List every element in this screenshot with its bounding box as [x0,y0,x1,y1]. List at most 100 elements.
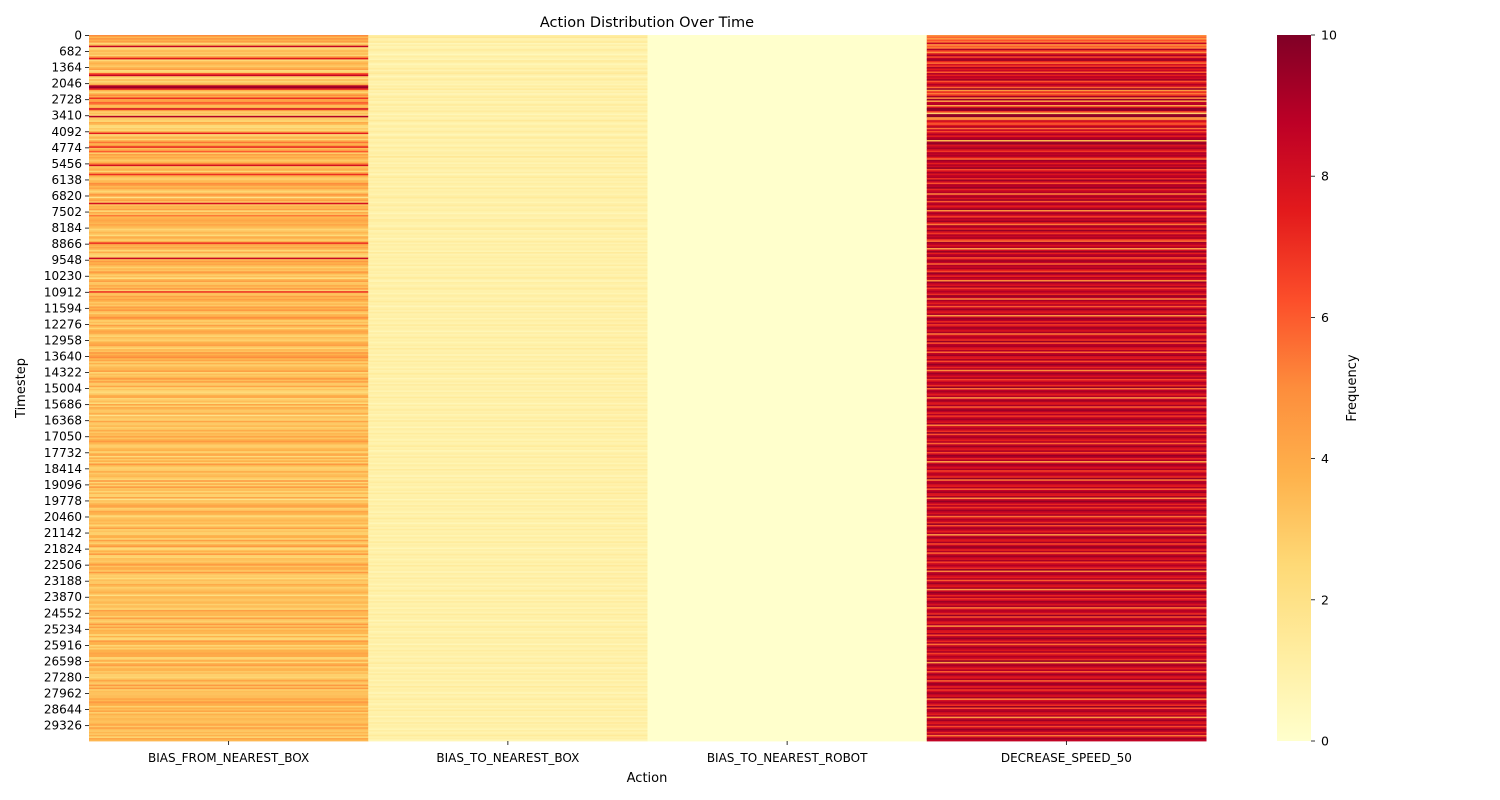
heatmap-cell [926,209,1207,212]
heatmap-cell [89,321,369,324]
heatmap-cell [926,506,1207,509]
heatmap-cell [647,102,928,105]
heatmap-cell [647,193,928,196]
heatmap-cell [89,182,369,185]
heatmap-cell [647,160,928,163]
heatmap-cell [368,505,648,508]
heatmap-cell [647,127,928,130]
heatmap-cell [647,607,928,610]
heatmap-cell [926,704,1207,707]
heatmap-cell [647,737,928,740]
heatmap-cell [647,67,928,70]
heatmap-cell [368,723,648,726]
colorbar-tick-label: 6 [1321,310,1329,325]
heatmap-cell [926,496,1207,498]
heatmap-cell [926,407,1207,410]
heatmap-cell [368,234,648,237]
heatmap-cell [926,613,1207,616]
heatmap-cell [368,94,648,97]
heatmap-cell [368,167,648,170]
heatmap-cell [647,526,928,529]
heatmap-cell [647,254,928,257]
heatmap-cell [368,141,648,144]
heatmap-cell [368,439,648,442]
heatmap-cell [926,450,1207,453]
heatmap-cell [368,571,648,574]
heatmap-cell [926,222,1207,225]
heatmap-cell [926,181,1207,183]
heatmap-cell [647,334,928,337]
heatmap-cell [89,280,369,283]
heatmap-cell [647,180,928,183]
heatmap-cell [89,394,369,397]
heatmap-cell [926,331,1207,334]
heatmap-cell [926,441,1207,444]
heatmap-cell [368,143,648,146]
heatmap-cell [368,168,648,171]
heatmap-cell [368,654,648,657]
heatmap-cell [89,73,369,76]
heatmap-cell [926,351,1207,354]
heatmap-cell [368,698,648,701]
heatmap-cell [647,257,928,260]
heatmap-cell [647,619,928,622]
heatmap-cell [368,360,648,363]
heatmap-cell [647,282,928,285]
heatmap-cell [926,523,1207,526]
heatmap-cell [647,366,928,369]
heatmap-cell [368,572,648,575]
heatmap-cell [89,590,369,592]
heatmap-cell [368,712,648,715]
heatmap-cell [926,547,1207,550]
heatmap-cell [926,208,1207,211]
heatmap-cell [647,664,928,667]
heatmap-cell [368,413,648,416]
heatmap-cell [89,414,369,417]
heatmap-cell [89,71,369,74]
heatmap-cell [368,670,648,673]
heatmap-cell [647,122,928,125]
heatmap-cell [926,71,1207,74]
colorbar [1277,35,1311,741]
heatmap-cell [89,620,369,623]
heatmap-cell [926,68,1207,71]
heatmap-cell [368,527,648,530]
heatmap-cell [926,109,1207,112]
heatmap-cell [368,93,648,96]
heatmap-cell [89,39,369,42]
heatmap-cell [89,443,369,446]
heatmap-cell [647,671,928,674]
heatmap-cell [89,97,369,100]
heatmap-cell [368,533,648,536]
heatmap-cell [647,403,928,406]
heatmap-cell [89,513,369,516]
heatmap-cell [368,272,648,275]
heatmap-cell [89,493,369,496]
heatmap-cell [926,556,1207,559]
heatmap-cell [89,538,369,541]
heatmap-cell [89,512,369,515]
heatmap-cell [647,133,928,136]
y-tick-label: 4774 [51,141,82,155]
heatmap-cell [368,195,648,198]
heatmap-cell [647,42,928,45]
heatmap-cell [368,729,648,732]
heatmap-cell [89,253,369,255]
heatmap-cell [368,468,648,471]
heatmap-cell [647,65,928,68]
heatmap-cell [89,347,369,350]
heatmap-cell [647,670,928,673]
heatmap-cell [926,235,1207,238]
heatmap-cell [647,325,928,328]
heatmap-cell [89,498,369,501]
heatmap-cell [926,42,1207,45]
heatmap-cell [926,597,1207,600]
heatmap-cell [89,689,369,692]
heatmap-cell [647,446,928,449]
heatmap-cell [368,253,648,256]
heatmap-cell [647,478,928,481]
heatmap-cell [368,662,648,665]
heatmap-cell [89,500,369,503]
heatmap-cell [368,118,648,121]
heatmap-cell [368,479,648,482]
